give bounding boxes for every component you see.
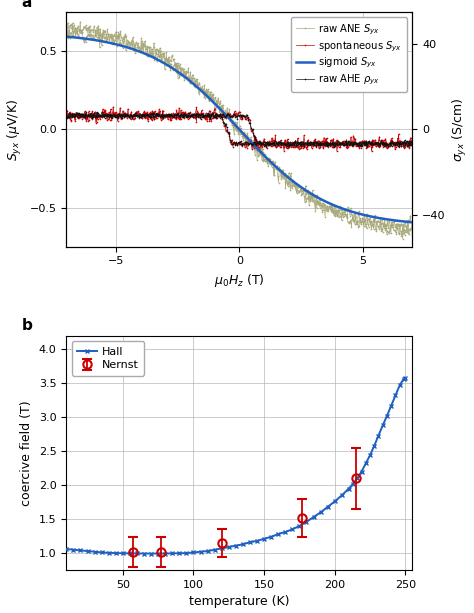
Hall [134, 550, 140, 557]
raw ANE $S_{yx}$ [64, 27, 69, 34]
sigmoid $S_{yx}$ [339, 205, 345, 212]
Text: a: a [21, 0, 32, 10]
raw AHE $\rho_{yx}$ [301, 143, 307, 150]
spontaneous $S_{yx}$ [315, 139, 321, 146]
raw ANE $S_{yx}$ [251, 143, 257, 150]
Hall [163, 550, 168, 557]
raw ANE $S_{yx}$ [388, 229, 394, 237]
spontaneous $S_{yx}$ [105, 115, 111, 123]
sigmoid $S_{yx}$ [99, 37, 105, 45]
Text: b: b [21, 318, 32, 333]
raw ANE $S_{yx}$ [270, 158, 276, 165]
raw AHE $\rho_{yx}$ [99, 109, 105, 116]
raw AHE $\rho_{yx}$ [282, 140, 288, 148]
Y-axis label: $\sigma_{yx}$ (S/cm): $\sigma_{yx}$ (S/cm) [451, 97, 469, 162]
sigmoid $S_{yx}$ [216, 104, 222, 112]
sigmoid $S_{yx}$ [333, 202, 339, 210]
Hall [148, 550, 154, 557]
Legend: Hall, Nernst: Hall, Nernst [72, 341, 145, 376]
raw ANE $S_{yx}$ [70, 19, 75, 26]
Line: spontaneous $S_{yx}$: spontaneous $S_{yx}$ [65, 105, 414, 153]
Y-axis label: $S_{yx}$ ($\mu$V/K): $S_{yx}$ ($\mu$V/K) [6, 98, 24, 161]
raw AHE $\rho_{yx}$ [106, 113, 112, 120]
Y-axis label: coercive field (T): coercive field (T) [20, 400, 33, 506]
Hall [401, 375, 407, 382]
raw ANE $S_{yx}$ [231, 123, 237, 131]
sigmoid $S_{yx}$ [410, 219, 415, 226]
spontaneous $S_{yx}$ [110, 103, 116, 110]
raw ANE $S_{yx}$ [402, 223, 408, 230]
sigmoid $S_{yx}$ [64, 33, 69, 40]
X-axis label: temperature (K): temperature (K) [189, 595, 290, 608]
raw AHE $\rho_{yx}$ [317, 139, 322, 147]
spontaneous $S_{yx}$ [257, 148, 263, 155]
Hall [402, 374, 408, 381]
Hall [64, 546, 69, 553]
Hall [212, 546, 218, 554]
sigmoid $S_{yx}$ [203, 92, 209, 99]
Legend: raw ANE $S_{yx}$, spontaneous $S_{yx}$, sigmoid $S_{yx}$, raw AHE $\rho_{yx}$: raw ANE $S_{yx}$, spontaneous $S_{yx}$, … [292, 17, 407, 93]
spontaneous $S_{yx}$ [64, 107, 69, 114]
raw ANE $S_{yx}$ [410, 226, 415, 234]
raw AHE $\rho_{yx}$ [64, 109, 69, 116]
Line: Hall: Hall [64, 375, 408, 556]
Line: sigmoid $S_{yx}$: sigmoid $S_{yx}$ [66, 37, 412, 223]
raw ANE $S_{yx}$ [228, 118, 234, 125]
spontaneous $S_{yx}$ [177, 115, 183, 123]
Hall [106, 549, 111, 557]
Hall [384, 412, 390, 419]
raw AHE $\rho_{yx}$ [177, 114, 183, 121]
spontaneous $S_{yx}$ [283, 143, 289, 150]
spontaneous $S_{yx}$ [317, 139, 322, 146]
raw AHE $\rho_{yx}$ [315, 142, 321, 149]
raw AHE $\rho_{yx}$ [410, 140, 415, 148]
Line: raw AHE $\rho_{yx}$: raw AHE $\rho_{yx}$ [65, 111, 414, 148]
raw ANE $S_{yx}$ [348, 205, 354, 212]
raw AHE $\rho_{yx}$ [201, 112, 207, 120]
spontaneous $S_{yx}$ [201, 113, 207, 120]
X-axis label: $\mu_0H_z$ (T): $\mu_0H_z$ (T) [214, 272, 264, 289]
Line: raw ANE $S_{yx}$: raw ANE $S_{yx}$ [65, 21, 414, 234]
spontaneous $S_{yx}$ [410, 140, 415, 147]
sigmoid $S_{yx}$ [301, 186, 307, 193]
